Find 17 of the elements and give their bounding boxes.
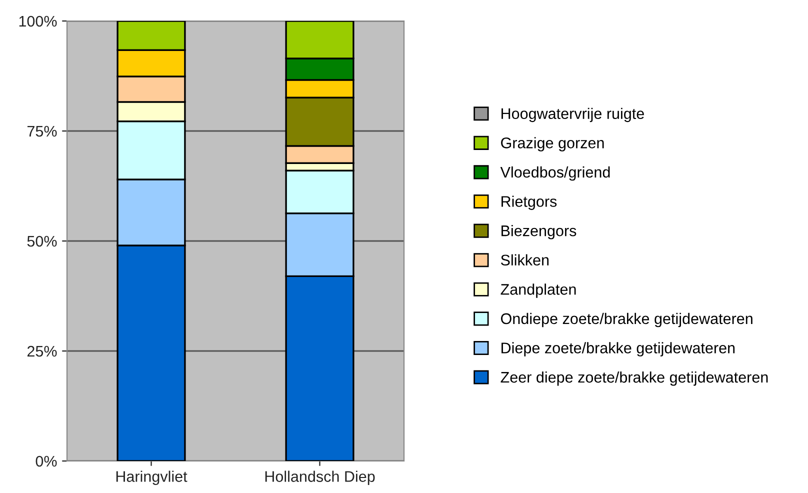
- legend-label: Vloedbos/griend: [500, 166, 610, 181]
- legend-label: Zeer diepe zoete/brakke getijdewateren: [500, 371, 768, 386]
- y-tick-label: 0%: [36, 456, 57, 467]
- x-tick-label: Haringvliet: [116, 470, 188, 485]
- legend-label: Grazige gorzen: [501, 137, 604, 152]
- legend-label: Biezengors: [502, 225, 576, 240]
- legend-label: Diepe zoete/brakke getijdewateren: [502, 342, 735, 356]
- legend-label: Zandplaten: [500, 284, 576, 298]
- legend-label: Ondiepe zoete/brakke getijdewateren: [501, 312, 752, 328]
- legend-label: Rietgors: [502, 196, 557, 210]
- legend-label: Slikken: [500, 254, 549, 266]
- y-tick-label: 25%: [27, 346, 57, 357]
- x-tick-label: Hollandsch Diep: [265, 470, 375, 485]
- y-tick-label: 75%: [27, 126, 57, 137]
- y-tick-label: 100%: [19, 16, 57, 27]
- y-tick-label: 50%: [27, 236, 57, 247]
- legend-label: Hoogwatervrije ruigte: [502, 108, 644, 122]
